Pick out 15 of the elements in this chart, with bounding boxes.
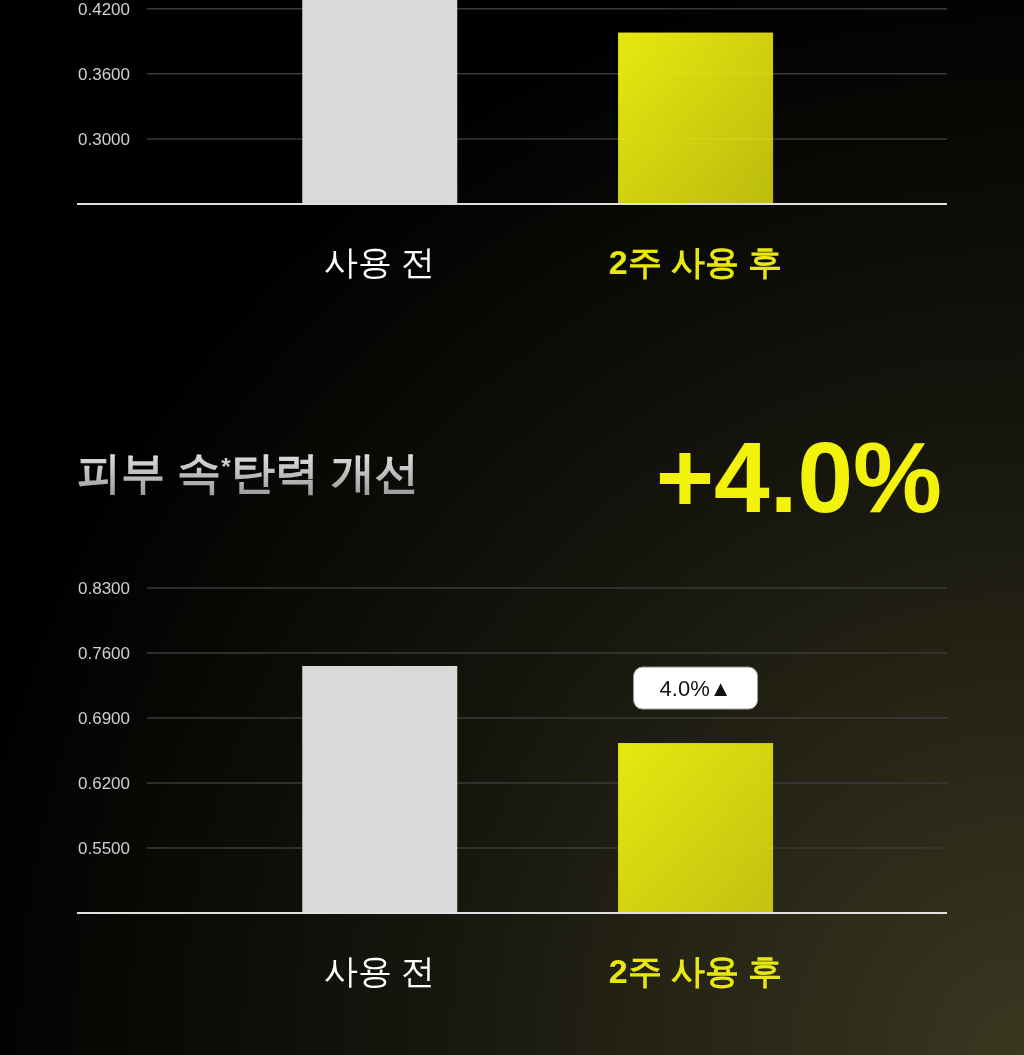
y-tick-label: 0.4200 <box>78 0 130 19</box>
chart-subtitle: +4.0% <box>655 421 942 533</box>
y-tick-label: 0.8300 <box>78 579 130 598</box>
chart-title: 피부 속$^{*}$탄력 개선 <box>77 448 419 497</box>
y-tick-label: 0.3600 <box>78 64 130 84</box>
y-tick-label: 0.3000 <box>78 129 130 149</box>
y-tick-label: 0.6200 <box>78 774 130 793</box>
annotation: 4.0%▲ <box>659 676 732 702</box>
y-tick-label: 0.5500 <box>78 839 130 858</box>
x-tick-label: 사용 전 <box>324 952 436 990</box>
y-tick-label: 0.7600 <box>78 644 130 663</box>
x-tick-label: 사용 전 <box>324 243 436 281</box>
x-tick-label: 2주 사용 후 <box>608 952 783 990</box>
y-tick-label: 0.6900 <box>78 709 130 728</box>
x-tick-label: 2주 사용 후 <box>608 243 783 281</box>
